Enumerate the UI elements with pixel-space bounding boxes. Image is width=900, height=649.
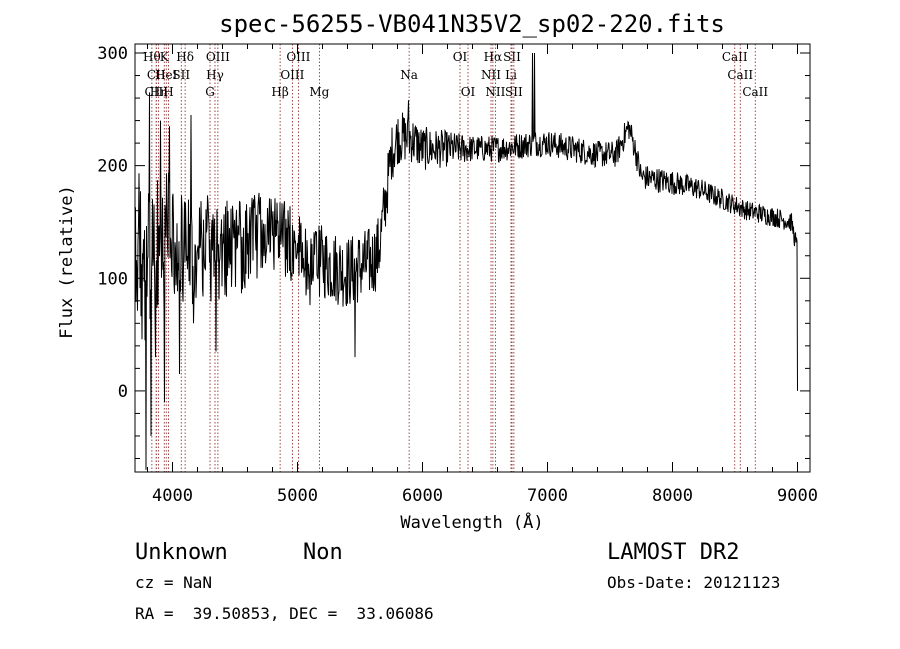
plot-frame: [134, 43, 811, 473]
y-tick-label: 0: [118, 382, 128, 402]
line-label: CaII: [727, 68, 753, 82]
line-label: Hα: [484, 50, 503, 64]
x-tick-label: 4000: [152, 486, 193, 506]
line-label: Hη: [150, 85, 168, 99]
x-tick-label: 9000: [777, 486, 818, 506]
line-label: OIII: [280, 68, 304, 82]
x-tick-label: 5000: [277, 486, 318, 506]
line-label: CIII: [145, 85, 169, 99]
spectrum-line: [134, 52, 798, 470]
line-label: CaII: [722, 50, 748, 64]
line-label: NII: [485, 85, 505, 99]
x-axis: 4000 5000 6000 7000 8000 9000: [147, 44, 818, 506]
line-label: H: [163, 85, 173, 99]
line-label: Na: [400, 68, 418, 82]
x-tick-label: 7000: [527, 486, 568, 506]
y-tick-label: 100: [97, 269, 128, 289]
line-label: Mg: [309, 85, 329, 99]
line-label: Hγ: [206, 68, 224, 82]
y-axis: 0 100 200 300: [97, 44, 810, 459]
x-tick-label: 8000: [652, 486, 693, 506]
object-subclass: Non: [303, 540, 343, 565]
line-label: OIII: [206, 50, 230, 64]
line-label: SII: [172, 68, 190, 82]
line-label: CII: [147, 68, 166, 82]
line-label: SII: [505, 85, 523, 99]
line-label: Li: [505, 68, 517, 82]
line-label: G: [205, 85, 215, 99]
y-axis-label: Flux (relative): [57, 185, 77, 339]
survey-name: LAMOST DR2: [607, 540, 739, 565]
redshift-value: cz = NaN: [135, 573, 212, 592]
x-axis-label: Wavelength (Å): [400, 511, 543, 533]
spectrum-series: [134, 52, 798, 470]
line-label: CaII: [742, 85, 768, 99]
y-tick-label: 300: [97, 44, 128, 64]
observation-date: Obs-Date: 20121123: [607, 573, 780, 592]
y-tick-label: 200: [97, 157, 128, 177]
line-label: OIII: [286, 50, 310, 64]
line-label: Hβ: [271, 85, 288, 99]
line-label: NII: [481, 68, 501, 82]
line-label: K: [160, 50, 170, 64]
line-label: SII: [503, 50, 521, 64]
line-label: Hδ: [176, 50, 194, 64]
x-tick-label: 6000: [402, 486, 443, 506]
coordinates: RA = 39.50853, DEC = 33.06086: [135, 604, 434, 623]
line-label: Hθ: [143, 50, 161, 64]
line-label: HeI: [155, 68, 178, 82]
line-label: OI: [453, 50, 468, 64]
line-label: OI: [461, 85, 476, 99]
object-class: Unknown: [135, 540, 228, 565]
chart-title: spec-56255-VB041N35V2_sp02-220.fits: [219, 10, 725, 38]
